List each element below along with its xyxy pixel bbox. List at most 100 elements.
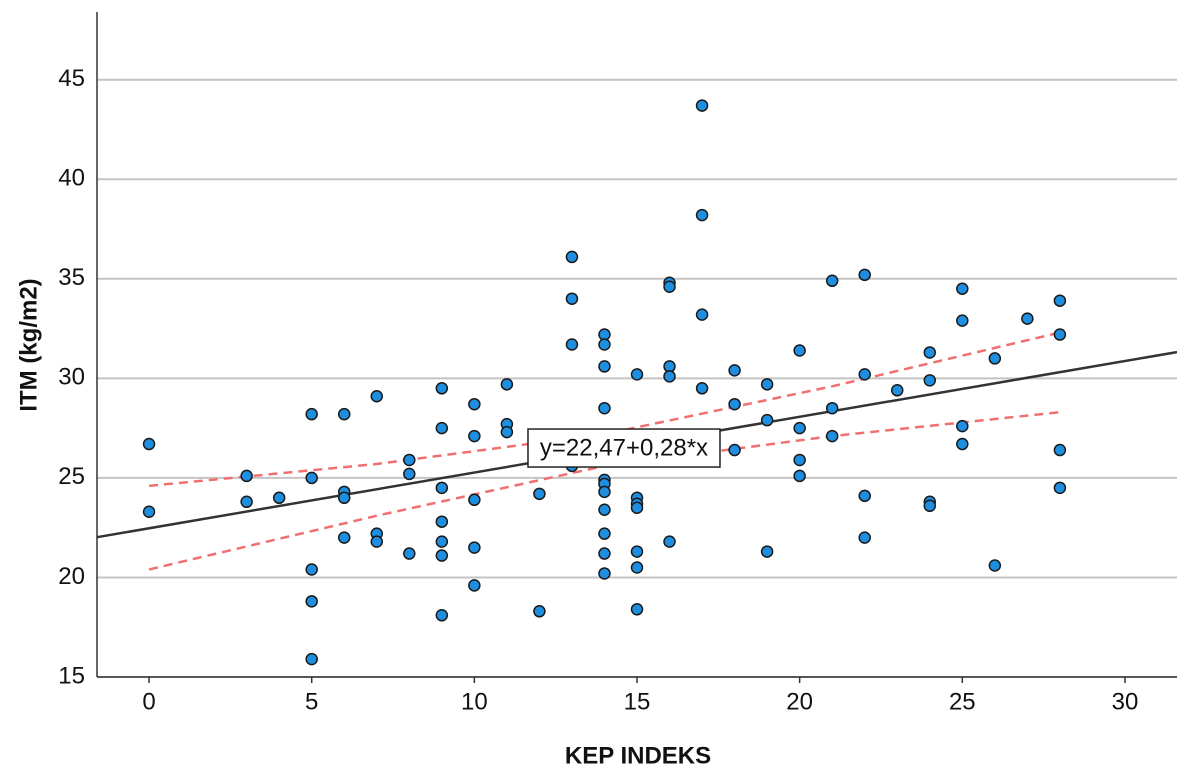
point (956, 419, 969, 433)
point (858, 268, 871, 282)
x-axis-title: KEP INDEKS (565, 742, 711, 769)
point (988, 559, 1002, 572)
point (728, 443, 741, 457)
point (956, 314, 969, 327)
point (695, 99, 709, 112)
point (598, 527, 611, 540)
point (240, 469, 253, 483)
point (598, 338, 611, 351)
point (435, 382, 449, 395)
point (305, 563, 318, 576)
point (760, 378, 774, 391)
point (793, 421, 806, 435)
point (598, 567, 611, 580)
point (630, 603, 644, 616)
point (923, 499, 937, 513)
point (695, 308, 709, 321)
point (598, 401, 611, 415)
x-tick-label: 30 (1112, 688, 1139, 715)
point (663, 370, 676, 383)
point (337, 531, 351, 544)
point (598, 360, 611, 373)
annotation-box (527, 428, 721, 468)
point (728, 397, 741, 411)
point (468, 541, 481, 554)
point (1053, 328, 1067, 341)
point (1021, 312, 1034, 325)
y-tick-label: 15 (58, 662, 85, 689)
point (370, 390, 384, 403)
y-tick-label: 20 (58, 563, 85, 590)
point (337, 491, 351, 505)
point (142, 437, 156, 451)
point (500, 425, 514, 439)
point (695, 382, 709, 395)
point (435, 481, 449, 495)
point (630, 501, 644, 515)
x-tick-label: 0 (142, 688, 155, 715)
point (923, 346, 937, 359)
point (630, 545, 644, 558)
point (1053, 294, 1067, 307)
point (988, 352, 1002, 365)
point (663, 535, 676, 548)
y-tick-label: 25 (58, 463, 85, 490)
point (760, 413, 774, 427)
y-tick-label: 40 (58, 165, 85, 192)
x-tick-label: 15 (624, 688, 651, 715)
point (793, 469, 806, 483)
point (305, 471, 318, 485)
point (793, 344, 806, 357)
point (142, 505, 156, 518)
point (435, 421, 449, 435)
x-tick-label: 10 (461, 688, 488, 715)
x-tick-label: 20 (786, 688, 813, 715)
point (598, 547, 611, 560)
point (533, 487, 546, 501)
point (825, 274, 839, 288)
point (956, 282, 969, 296)
point (565, 338, 579, 351)
point (630, 561, 644, 574)
x-tick-label: 25 (949, 688, 976, 715)
point (468, 493, 481, 507)
point (565, 250, 579, 264)
point (435, 549, 449, 562)
point (825, 429, 839, 443)
point (630, 368, 644, 381)
y-tick-label: 45 (58, 65, 85, 92)
point (565, 292, 579, 305)
point (890, 384, 904, 397)
point (728, 364, 741, 377)
x-tick-label: 5 (305, 688, 318, 715)
point (403, 547, 416, 560)
point (858, 489, 871, 503)
point (1053, 443, 1067, 457)
point (305, 407, 318, 421)
point (533, 605, 546, 618)
point (403, 467, 416, 481)
point (1053, 481, 1067, 495)
point (403, 453, 416, 467)
point (695, 208, 709, 222)
point (858, 368, 871, 381)
point (500, 378, 514, 391)
y-tick-label: 30 (58, 364, 85, 391)
y-axis-title: ITM (kg/m2) (15, 278, 42, 411)
point (956, 437, 969, 451)
annotation: y=22,47+0,28*x (540, 434, 708, 461)
y-tick-label: 35 (58, 264, 85, 291)
point (825, 401, 839, 415)
point (435, 609, 449, 622)
point (305, 595, 318, 608)
point (435, 535, 449, 548)
point (272, 491, 286, 505)
point (793, 453, 806, 467)
point (240, 495, 253, 509)
point (760, 545, 774, 558)
point (923, 374, 937, 387)
point (337, 407, 351, 421)
point (305, 652, 318, 666)
point (598, 485, 611, 499)
